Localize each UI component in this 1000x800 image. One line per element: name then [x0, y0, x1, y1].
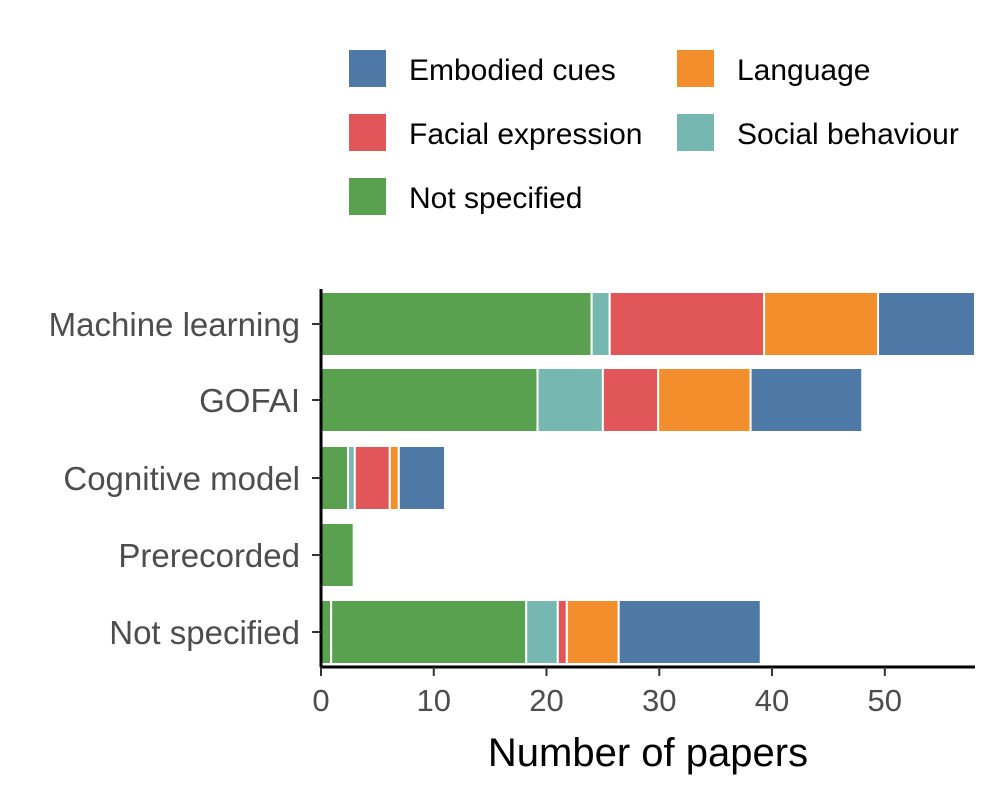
y-tick-label-machine-learning: Machine learning: [49, 306, 300, 343]
bar-segment-not-specified-facial-expression-3: [556, 599, 568, 665]
legend: Embodied cues Language Facial expression So…: [349, 50, 959, 215]
bar-segment-gofai-embodied-cues-4: [749, 367, 864, 433]
bar-segment-gofai-social-behaviour-1: [536, 367, 604, 433]
legend-swatch-embodied-cues: [349, 50, 386, 87]
bar-segment-gofai-not-specified-0: [320, 367, 539, 433]
bar-segment-cognitive-model-language-3: [388, 445, 400, 511]
bar-segment-cognitive-model-not-specified-0: [320, 445, 350, 511]
bar-segment-gofai-facial-expression-2: [601, 367, 660, 433]
y-axis: Machine learning GOFAI Cognitive model Prer…: [49, 289, 323, 667]
legend-swatch-not-specified: [349, 178, 386, 215]
legend-label-not-specified: Not specified: [409, 182, 582, 215]
bar-segment-gofai-language-3: [657, 367, 752, 433]
y-tick-label-not-specified: Not specified: [109, 614, 300, 651]
legend-label-facial-expression: Facial expression: [409, 118, 642, 151]
y-tick-label-prerecorded: Prerecorded: [118, 537, 300, 574]
y-tick-label-gofai: GOFAI: [199, 382, 300, 419]
bar-segment-machine-learning-embodied-cues-4: [877, 291, 976, 357]
bar-segment-machine-learning-social-behaviour-1: [590, 291, 611, 357]
bar-segment-cognitive-model-embodied-cues-4: [397, 445, 447, 511]
x-axis-title: Number of papers: [488, 731, 808, 775]
bar-segment-cognitive-model-social-behaviour-1: [347, 445, 356, 511]
bar-segment-machine-learning-language-3: [763, 291, 880, 357]
x-tick-label-50: 50: [868, 683, 902, 718]
legend-label-language: Language: [737, 54, 870, 87]
bar-segment-machine-learning-facial-expression-2: [608, 291, 766, 357]
bar-segment-not-specified-not-specified-0: [320, 599, 333, 665]
bar-segment-cognitive-model-facial-expression-2: [353, 445, 391, 511]
legend-label-social-behaviour: Social behaviour: [737, 118, 959, 151]
x-tick-label-20: 20: [529, 683, 563, 718]
x-tick-label-30: 30: [642, 683, 676, 718]
legend-label-embodied-cues: Embodied cues: [409, 54, 616, 87]
bar-segment-machine-learning-not-specified-0: [320, 291, 593, 357]
bar-segment-not-specified-social-behaviour-2: [525, 599, 559, 665]
y-tick-label-cognitive-model: Cognitive model: [63, 460, 300, 497]
legend-swatch-language: [677, 50, 714, 87]
x-tick-label-0: 0: [312, 683, 329, 718]
bar-segment-not-specified-embodied-cues-5: [617, 599, 762, 665]
x-axis: 0 10 20 30 40 50: [312, 665, 975, 718]
x-tick-label-40: 40: [755, 683, 789, 718]
legend-swatch-facial-expression: [349, 114, 386, 151]
bar-segment-prerecorded-not-specified-0: [320, 522, 355, 588]
bar-segment-not-specified-not-specified-1: [330, 599, 528, 665]
legend-swatch-social-behaviour: [677, 114, 714, 151]
bar-segment-not-specified-language-4: [565, 599, 620, 665]
x-tick-label-10: 10: [417, 683, 451, 718]
bars: [320, 291, 976, 665]
